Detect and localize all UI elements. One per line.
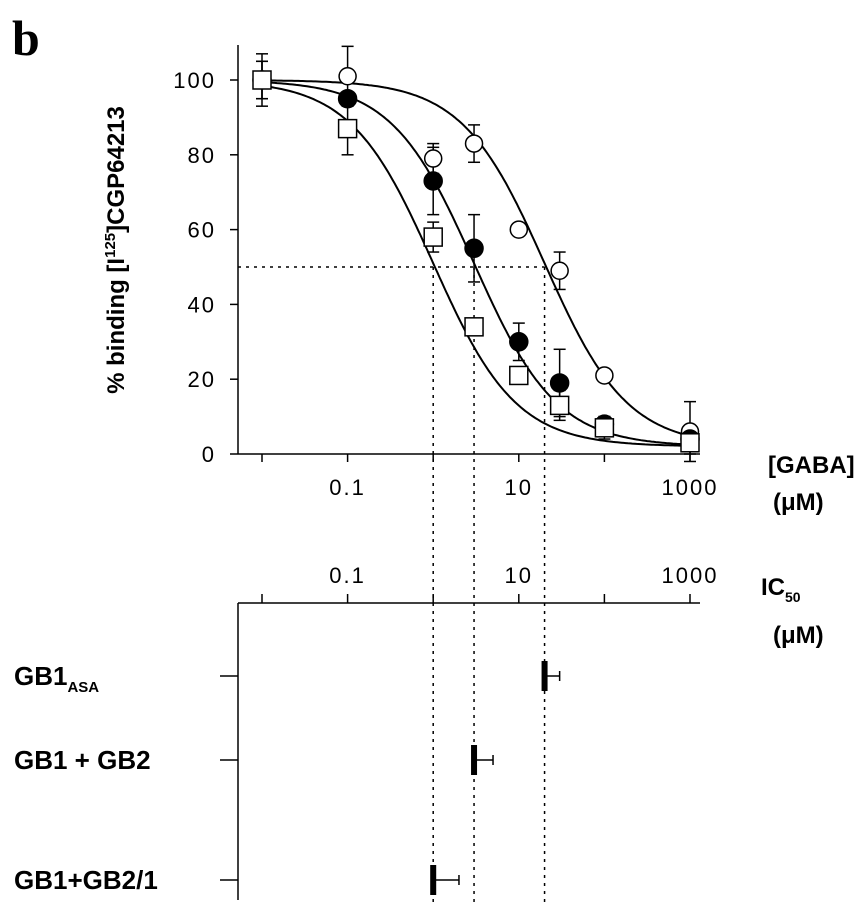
- fit-curve: [261, 81, 691, 446]
- fit-curve: [261, 84, 690, 447]
- ic50-axis-label: IC50: [761, 574, 801, 605]
- filled-circle-point: [549, 373, 570, 393]
- ic50-bar: [541, 661, 548, 691]
- y-axis-label-pre: % binding [I: [103, 258, 130, 394]
- filled-circle-point: [337, 88, 358, 109]
- open-square-point: [509, 365, 529, 386]
- open-square-point: [337, 118, 358, 139]
- filled-circle-point: [423, 171, 443, 191]
- ic50-x-tick-label: 1000: [662, 563, 719, 588]
- filled-circle-point: [509, 332, 529, 352]
- x-axis-unit: (μM): [773, 489, 824, 516]
- ic50-axis-label-main: IC: [761, 574, 785, 601]
- open-square-point: [594, 418, 615, 438]
- open-circle-point: [423, 149, 443, 168]
- ic50-bar: [471, 745, 478, 775]
- ic50-row-label: GB1+GB2/1: [14, 865, 158, 895]
- open-square-point: [252, 70, 272, 90]
- ic50-row-label-base: GB1: [14, 661, 67, 691]
- y-tick-label: 60: [188, 218, 216, 243]
- y-axis-label-sup: 125: [102, 233, 119, 258]
- x-axis-label: [GABA]: [768, 452, 855, 479]
- open-square-point: [423, 227, 443, 247]
- open-circle-point: [550, 261, 569, 280]
- y-axis-label-post: ]CGP64213: [103, 106, 130, 233]
- y-tick-label: 20: [188, 367, 216, 392]
- panel-label: b: [12, 10, 40, 66]
- y-axis-label: % binding [I125]CGP64213: [102, 106, 130, 394]
- ic50-row-label: GB1 + GB2: [14, 745, 151, 775]
- open-square-point: [549, 395, 570, 416]
- open-circle-point: [509, 220, 529, 239]
- ic50-x-tick-label: 10: [505, 563, 533, 588]
- y-tick-label: 40: [188, 292, 216, 317]
- open-circle-point: [595, 366, 614, 385]
- ic50-row-label-sub: ASA: [67, 679, 99, 696]
- open-circle-point: [464, 134, 484, 153]
- ic50-axis-label-sub: 50: [785, 589, 801, 605]
- fit-curve: [262, 79, 691, 437]
- x-tick-label: 0.1: [329, 475, 366, 500]
- y-tick-label: 80: [188, 143, 216, 168]
- x-tick-label: 10: [505, 475, 533, 500]
- ic50-x-tick-label: 0.1: [329, 563, 366, 588]
- y-tick-label: 0: [202, 442, 216, 467]
- x-tick-label: 1000: [662, 475, 719, 500]
- ic50-row-label: GB1ASA: [14, 661, 99, 696]
- y-tick-label: 100: [173, 68, 216, 93]
- filled-circle-point: [464, 238, 484, 259]
- ic50-axis-unit: (μM): [773, 622, 824, 649]
- dose-response-chart: 0 20 40 60 80 100 0.1 10 1000 % binding [I125]C…: [102, 45, 855, 905]
- open-circle-point: [338, 67, 357, 86]
- ic50-bar: [430, 865, 437, 895]
- open-square-point: [464, 317, 484, 337]
- open-square-point: [680, 433, 700, 453]
